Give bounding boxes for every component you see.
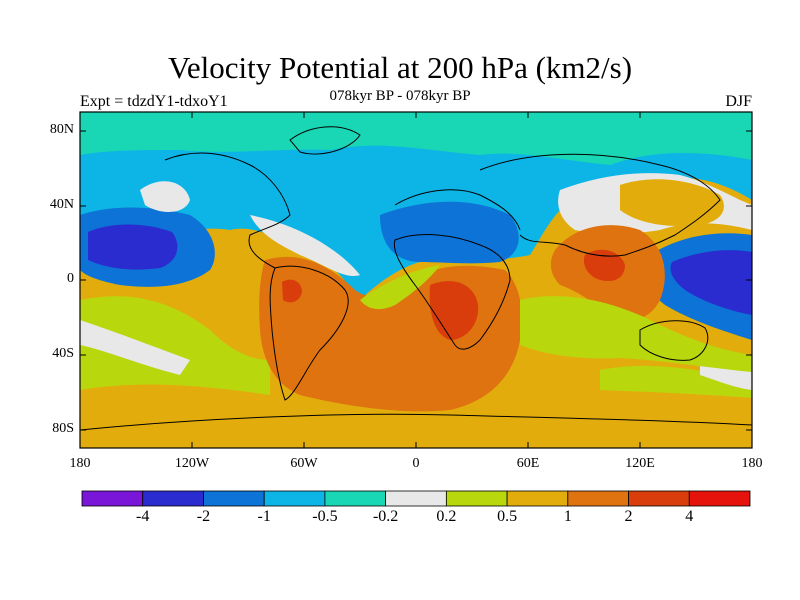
field-atlantic-green bbox=[360, 265, 440, 310]
coastlines bbox=[80, 126, 752, 431]
antarctica-coast bbox=[80, 413, 752, 431]
asia-coast bbox=[479, 153, 721, 257]
colorbar-swatch bbox=[263, 490, 326, 507]
colorbar-swatch bbox=[142, 490, 204, 507]
lon-label-120e: 120E bbox=[625, 456, 655, 471]
lat-label-80n: 80N bbox=[49, 122, 74, 137]
field-npacific-neutral bbox=[140, 181, 190, 212]
colorbar-swatch bbox=[385, 490, 447, 507]
colorbar-swatch bbox=[81, 490, 144, 507]
lon-label-0: 0 bbox=[412, 456, 420, 471]
contour-field bbox=[80, 112, 752, 448]
lat-label-80s: 80S bbox=[52, 421, 74, 436]
map-ticks bbox=[80, 112, 752, 448]
colorbar-swatch bbox=[567, 490, 629, 507]
colorbar-swatch bbox=[628, 490, 690, 507]
field-westpac-strong-neg bbox=[670, 250, 752, 315]
colorbar bbox=[81, 490, 751, 507]
north-america-coast bbox=[164, 152, 291, 269]
lat-label-eq: 0 bbox=[67, 271, 74, 286]
colorbar-label: -1 bbox=[257, 508, 271, 525]
south-america-coast bbox=[269, 265, 349, 401]
lat-label-40s: 40S bbox=[52, 346, 74, 361]
field-pacific-strong-neg bbox=[88, 224, 178, 270]
colorbar-label: 4 bbox=[685, 508, 694, 525]
field-asia-max bbox=[583, 249, 625, 282]
field-arctic-teal bbox=[80, 112, 752, 165]
colorbar-label: -2 bbox=[196, 508, 211, 525]
lon-label-180e: 180 bbox=[741, 456, 763, 471]
colorbar-swatch bbox=[506, 490, 569, 507]
europe-coast bbox=[394, 189, 521, 231]
plot-subtitle: 078kyr BP - 078kyr BP bbox=[329, 88, 471, 104]
lon-label-60w: 60W bbox=[290, 456, 318, 471]
colorbar-label: 1 bbox=[563, 508, 572, 525]
lon-label-180w: 180 bbox=[69, 456, 91, 471]
colorbar-label: 0.5 bbox=[497, 508, 518, 525]
field-sindian-green bbox=[520, 296, 752, 372]
experiment-label: Expt = tdzdY1-tdxoY1 bbox=[80, 93, 228, 110]
field-easia-yellow bbox=[620, 179, 724, 227]
lon-label-60e: 60E bbox=[516, 456, 540, 471]
plot-title: Velocity Potential at 200 hPa (km2/s) bbox=[167, 50, 633, 85]
field-south-band bbox=[80, 377, 752, 448]
colorbar-swatch bbox=[324, 490, 387, 507]
colorbar-swatch bbox=[203, 490, 265, 507]
greenland-coast bbox=[289, 126, 361, 155]
field-samerica-max bbox=[282, 279, 302, 303]
colorbar-label: -4 bbox=[136, 508, 150, 525]
colorbar-swatch bbox=[688, 490, 751, 507]
colorbar-label: 2 bbox=[624, 508, 633, 525]
field-caribbean-neutral bbox=[250, 215, 360, 276]
field-europe-darkblue bbox=[380, 201, 519, 264]
colorbar-label: 0.2 bbox=[436, 508, 457, 525]
colorbar-label: -0.2 bbox=[372, 508, 399, 525]
colorbar-label: -0.5 bbox=[312, 508, 338, 525]
season-label: DJF bbox=[725, 93, 752, 110]
field-spacific-neutral bbox=[80, 320, 190, 375]
lon-label-120w: 120W bbox=[174, 456, 210, 471]
lat-label-40n: 40N bbox=[49, 197, 74, 212]
africa-coast bbox=[393, 234, 511, 350]
colorbar-swatch bbox=[445, 490, 508, 507]
australia-coast bbox=[639, 320, 709, 361]
field-south-pacific-green bbox=[80, 296, 270, 395]
